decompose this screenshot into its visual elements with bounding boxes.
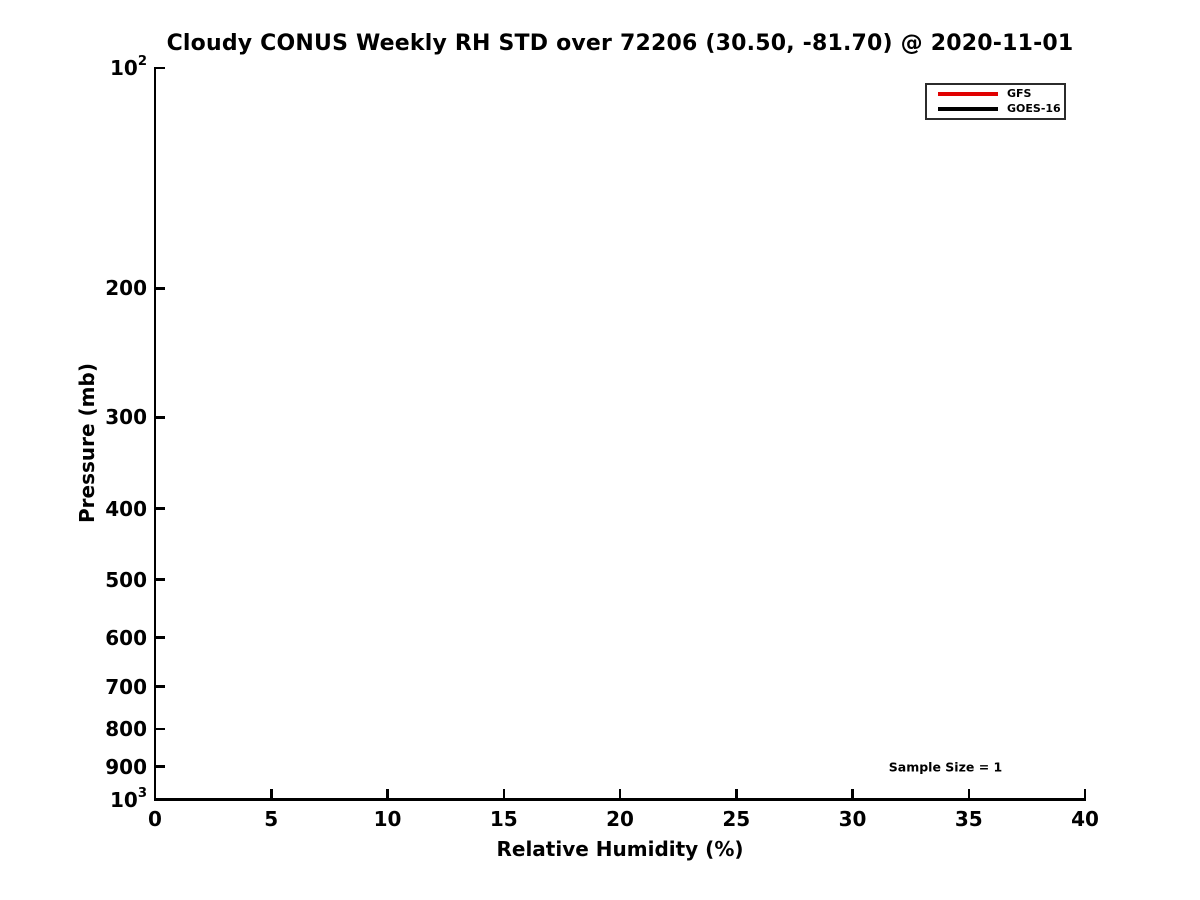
x-axis-label: Relative Humidity (%) (496, 837, 744, 861)
y-tick (155, 685, 165, 688)
x-tick (270, 789, 273, 799)
y-tick (155, 416, 165, 419)
y-tick-label: 300 (105, 405, 147, 430)
x-tick-label: 35 (954, 807, 983, 831)
y-tick (155, 507, 165, 510)
y-tick-label: 600 (105, 625, 147, 650)
y-tick (155, 66, 165, 70)
y-tick-label: 400 (105, 496, 147, 521)
x-tick (1083, 789, 1087, 799)
y-axis-spine (153, 67, 157, 800)
y-tick (155, 765, 165, 768)
x-tick (618, 789, 622, 799)
x-tick-label: 25 (722, 807, 751, 831)
x-tick (851, 789, 854, 799)
plot-area (155, 68, 1085, 800)
sample-size-annotation: Sample Size = 1 (888, 759, 1003, 774)
legend-entry-gfs: GFS (938, 86, 1058, 101)
x-tick-label: 5 (264, 807, 279, 831)
x-tick-label: 30 (838, 807, 867, 831)
x-tick-label: 0 (148, 807, 162, 831)
x-tick (153, 789, 157, 799)
y-tick (155, 578, 165, 581)
y-tick-label: 700 (105, 674, 147, 699)
legend-label-gfs: GFS (1007, 86, 1032, 100)
chart-title: Cloudy CONUS Weekly RH STD over 72206 (3… (166, 31, 1074, 56)
y-tick (155, 287, 165, 290)
gfs-line-swatch (938, 92, 998, 96)
x-tick (967, 789, 970, 799)
y-tick-label: 103 (109, 786, 147, 812)
y-tick (155, 727, 165, 731)
x-tick (386, 789, 389, 799)
y-tick (155, 636, 165, 639)
x-tick-label: 40 (1071, 807, 1099, 831)
goes16-line-swatch (938, 107, 998, 111)
y-tick-label: 500 (105, 567, 147, 592)
x-tick-label: 10 (373, 807, 402, 831)
legend-label-goes16: GOES-16 (1007, 101, 1061, 115)
x-tick-label: 20 (606, 807, 634, 831)
x-axis-spine (153, 798, 1087, 801)
x-tick (735, 789, 738, 799)
x-tick-label: 15 (489, 807, 518, 831)
legend: GFS GOES-16 (925, 83, 1066, 120)
y-tick-label: 800 (105, 717, 147, 742)
y-tick-label: 200 (105, 276, 147, 301)
legend-entry-goes16: GOES-16 (938, 101, 1061, 116)
x-tick (502, 789, 505, 799)
y-tick-label: 900 (105, 754, 147, 779)
y-tick (155, 798, 165, 802)
y-tick-label: 102 (109, 54, 147, 80)
